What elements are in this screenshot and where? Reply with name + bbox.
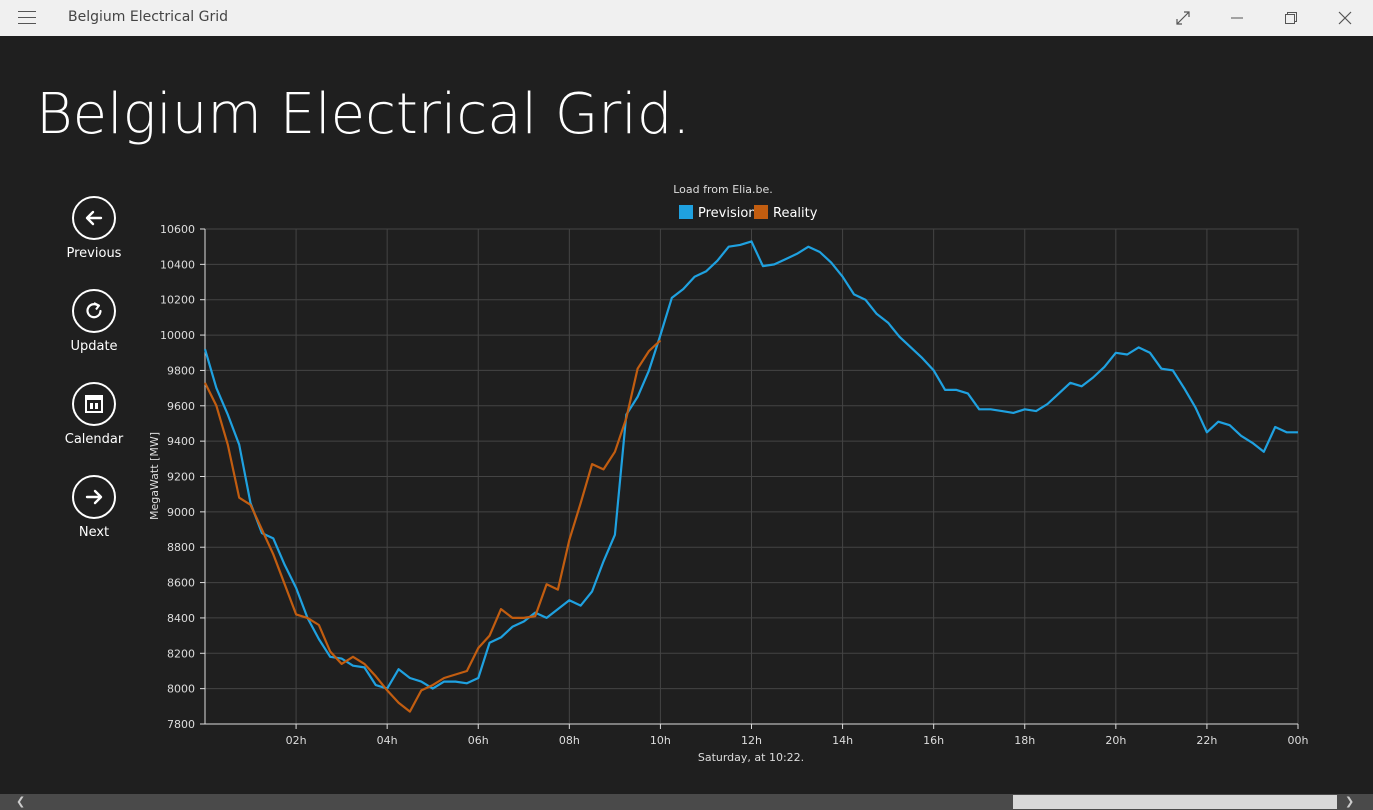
chevron-right-icon[interactable]: ❯	[1345, 795, 1355, 808]
y-tick-label: 8000	[167, 683, 195, 696]
y-tick-label: 10600	[160, 223, 195, 236]
y-tick-label: 8800	[167, 541, 195, 554]
x-tick-label: 18h	[1014, 734, 1035, 747]
x-tick-label: 22h	[1196, 734, 1217, 747]
series-line-prevision	[203, 240, 1298, 690]
update-button[interactable]: Update	[54, 289, 134, 354]
page-title: Belgium Electrical Grid.	[36, 82, 691, 147]
y-tick-label: 9800	[167, 364, 195, 377]
y-tick-label: 9600	[167, 400, 195, 413]
legend-label-reality: Reality	[773, 206, 818, 221]
refresh-icon	[72, 289, 116, 333]
arrow-right-icon	[72, 475, 116, 519]
legend-swatch-reality	[754, 205, 768, 219]
window-title: Belgium Electrical Grid	[68, 9, 229, 25]
chart-grid	[204, 228, 1299, 725]
chart-legend: Prevision Reality	[679, 205, 818, 221]
y-tick-label: 10400	[160, 258, 195, 271]
calendar-button[interactable]: Calendar	[54, 382, 134, 447]
x-tick-label: 12h	[741, 734, 762, 747]
x-axis: 02h 04h 06h 08h 10h 12h 14h 16h 18h 20h 22h 00h	[205, 723, 1309, 747]
minimize-icon[interactable]	[1210, 0, 1264, 36]
update-label: Update	[70, 339, 118, 354]
y-tick-label: 9400	[167, 435, 195, 448]
y-tick-label: 8600	[167, 577, 195, 590]
y-axis-label: MegaWatt [MW]	[148, 432, 161, 520]
previous-button[interactable]: Previous	[54, 196, 134, 261]
x-tick-label: 02h	[286, 734, 307, 747]
calendar-label: Calendar	[64, 432, 124, 447]
x-tick-label: 04h	[377, 734, 398, 747]
x-tick-label: 16h	[923, 734, 944, 747]
chart-series	[203, 240, 1298, 713]
x-tick-label: 08h	[559, 734, 580, 747]
y-tick-label: 9000	[167, 506, 195, 519]
x-tick-label: 14h	[832, 734, 853, 747]
arrow-left-icon	[72, 196, 116, 240]
legend-label-prevision: Prevision	[698, 206, 757, 221]
y-tick-label: 8200	[167, 647, 195, 660]
calendar-icon	[72, 382, 116, 426]
x-tick-label: 20h	[1105, 734, 1126, 747]
next-button[interactable]: Next	[54, 475, 134, 540]
x-tick-label: 10h	[650, 734, 671, 747]
series-line-reality	[204, 339, 662, 713]
restore-icon[interactable]	[1264, 0, 1318, 36]
fullscreen-icon[interactable]	[1156, 0, 1210, 36]
previous-label: Previous	[66, 246, 122, 261]
legend-swatch-prevision	[679, 205, 693, 219]
close-icon[interactable]	[1318, 0, 1372, 36]
chart-title: Load from Elia.be.	[673, 183, 773, 196]
chevron-left-icon[interactable]: ❮	[16, 795, 26, 808]
y-tick-label: 10200	[160, 294, 195, 307]
x-tick-label: 00h	[1288, 734, 1309, 747]
hamburger-icon[interactable]	[18, 11, 36, 25]
title-bar: Belgium Electrical Grid	[0, 0, 1373, 36]
y-tick-label: 9200	[167, 471, 195, 484]
next-label: Next	[78, 525, 110, 540]
y-tick-label: 10000	[160, 329, 195, 342]
scrollbar-thumb[interactable]	[1013, 795, 1337, 809]
x-axis-label: Saturday, at 10:22.	[698, 751, 804, 764]
x-tick-label: 06h	[468, 734, 489, 747]
y-tick-label: 8400	[167, 612, 195, 625]
y-tick-label: 7800	[167, 718, 195, 731]
horizontal-scrollbar[interactable]: ❮ ❯	[0, 794, 1373, 810]
y-axis: 7800 8000 8200 8400 8600 8800 9000 9200 9400 9600…	[160, 223, 206, 731]
